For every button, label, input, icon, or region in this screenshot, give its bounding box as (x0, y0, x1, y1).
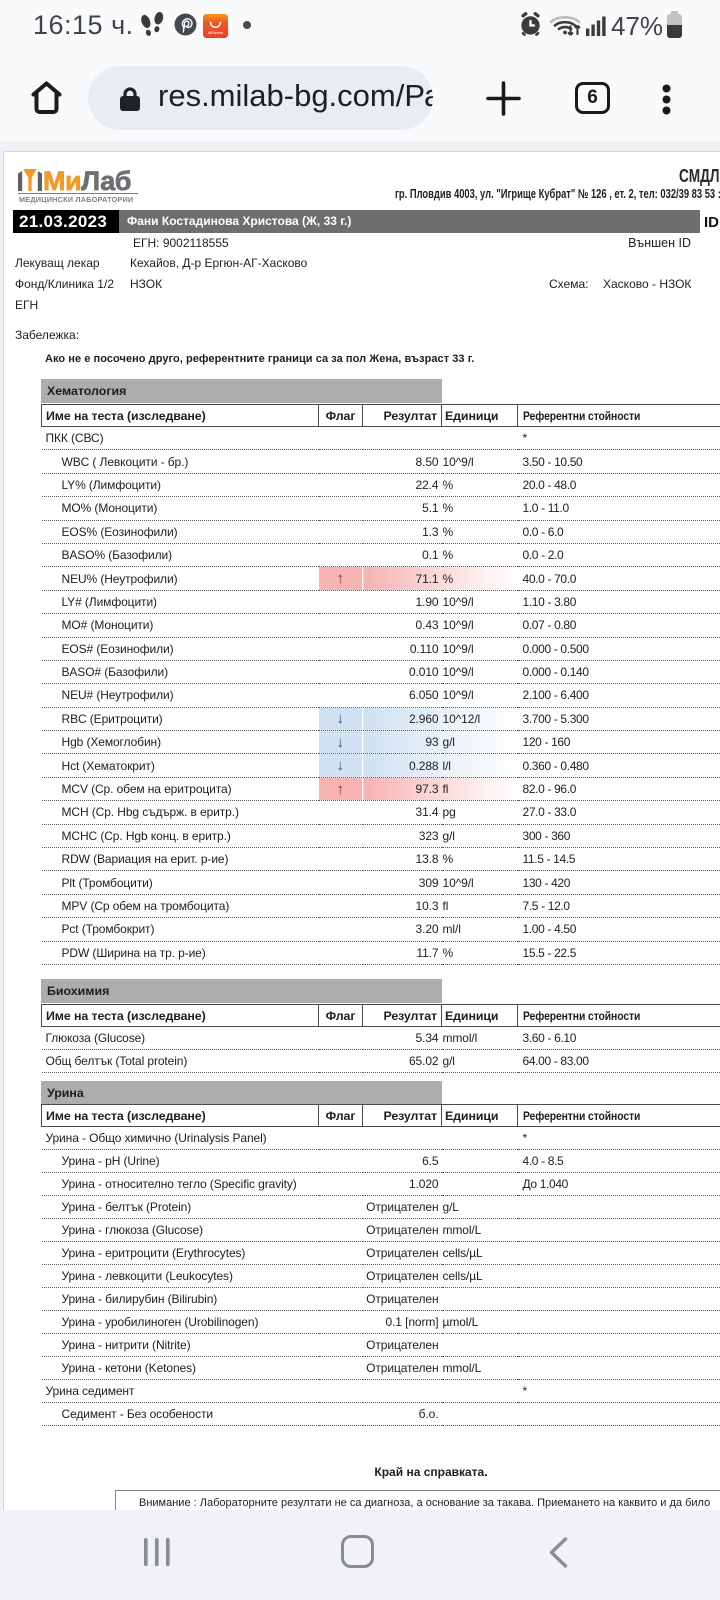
svg-text:AliExpress: AliExpress (208, 31, 223, 35)
